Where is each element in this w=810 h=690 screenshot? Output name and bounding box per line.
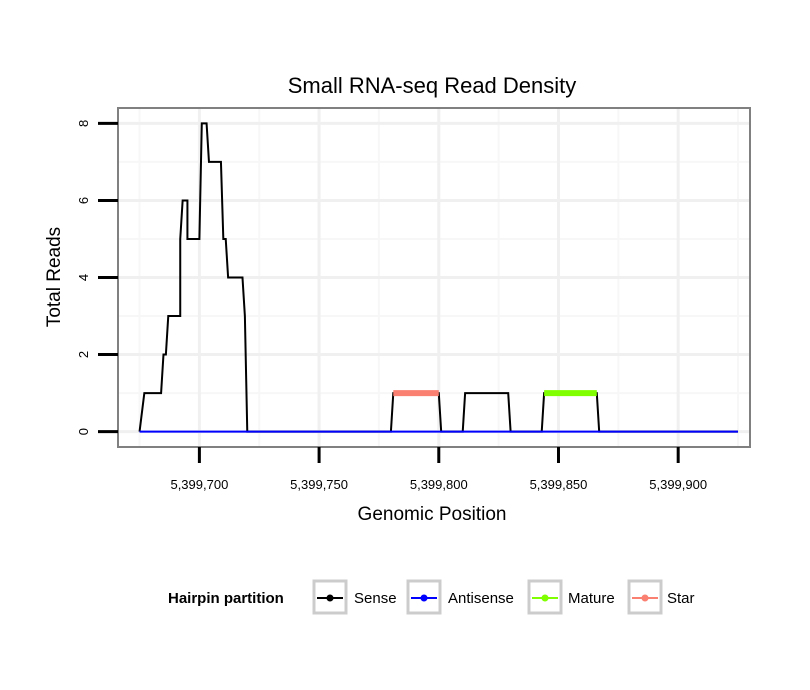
x-tick-label: 5,399,900 — [649, 477, 707, 492]
chart-title: Small RNA-seq Read Density — [288, 73, 577, 98]
legend-key-dot — [541, 594, 549, 602]
plot-panel — [117, 107, 751, 448]
y-tick-label: 6 — [76, 197, 91, 204]
legend-item-sense: Sense — [312, 579, 397, 615]
y-tick-label: 4 — [76, 274, 91, 281]
legend-item-star: Star — [627, 579, 695, 615]
y-axis-title: Total Reads — [44, 227, 65, 327]
legend-key-dot — [326, 594, 334, 602]
x-tick-label: 5,399,800 — [410, 477, 468, 492]
x-tick-label: 5,399,700 — [170, 477, 228, 492]
legend-label: Star — [667, 590, 695, 607]
legend-title: Hairpin partition — [168, 590, 284, 607]
x-axis-title: Genomic Position — [358, 504, 507, 525]
y-tick-label: 8 — [76, 120, 91, 127]
x-tick-label: 5,399,850 — [530, 477, 588, 492]
legend-label: Sense — [354, 590, 397, 607]
y-tick-label: 0 — [76, 428, 91, 435]
y-axis: 0 2 4 6 8 — [76, 120, 118, 435]
x-tick-label: 5,399,750 — [290, 477, 348, 492]
legend-item-antisense: Antisense — [406, 579, 514, 615]
legend-items: Sense Antisense Mature Star — [312, 579, 695, 615]
legend-label: Antisense — [448, 590, 514, 607]
series-layer — [138, 122, 739, 433]
x-axis: 5,399,700 5,399,750 5,399,800 5,399,850 5,39… — [170, 447, 707, 492]
y-tick-label: 2 — [76, 351, 91, 358]
legend-item-mature: Mature — [527, 579, 615, 615]
legend-label: Mature — [568, 590, 615, 607]
legend: Hairpin partition Sense Antisense Mature St… — [168, 579, 695, 615]
series-line-sense — [138, 122, 739, 433]
legend-key-dot — [420, 594, 428, 602]
legend-key-dot — [641, 594, 649, 602]
